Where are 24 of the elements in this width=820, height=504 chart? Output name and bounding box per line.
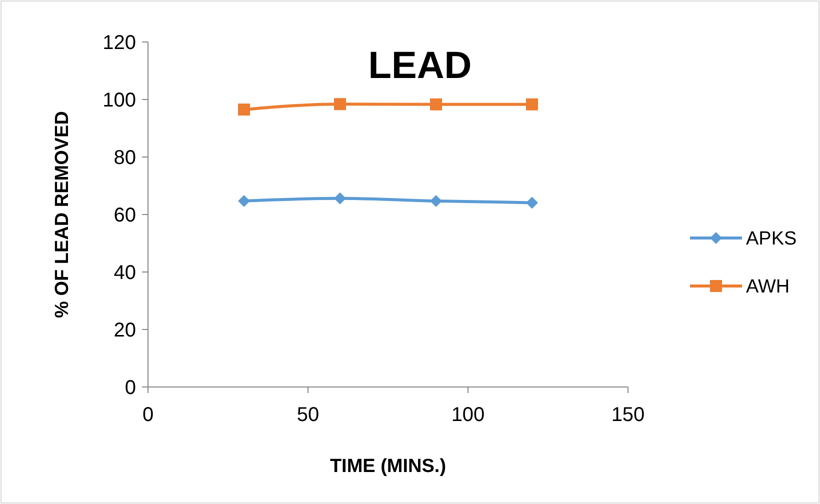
chart-title: LEAD (368, 45, 472, 87)
legend-label: APKS (746, 228, 797, 250)
point (430, 194, 442, 207)
x-tick-label: 150 (611, 404, 645, 426)
point (238, 104, 250, 116)
y-tick-label: 60 (114, 204, 136, 226)
point (334, 192, 346, 204)
x-tick-label: 0 (142, 404, 154, 426)
y-axis-title: % OF LEAD REMOVED (52, 111, 73, 318)
y-tick-label: 0 (124, 377, 136, 399)
point (430, 98, 442, 110)
legend-label: AWH (746, 276, 790, 298)
point (238, 194, 250, 207)
point (526, 196, 538, 209)
x-tick-label: 50 (296, 404, 320, 426)
point (334, 98, 346, 110)
y-tick-label: 20 (114, 320, 136, 342)
y-tick-label: 40 (114, 262, 136, 284)
y-tick-label: 120 (102, 32, 136, 54)
point (526, 98, 538, 110)
x-tick-label: 100 (451, 404, 485, 426)
y-tick-label: 80 (114, 147, 136, 169)
x-axis-title: TIME (MINS.) (330, 456, 446, 477)
y-tick-label: 100 (102, 90, 136, 112)
